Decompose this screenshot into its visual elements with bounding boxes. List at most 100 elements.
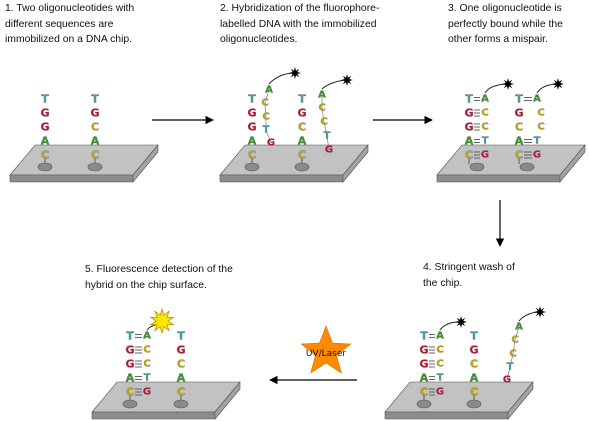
base-g: G (481, 150, 489, 161)
base-g: G (40, 121, 49, 134)
base-a: A (420, 372, 429, 385)
chip-side-edge (342, 144, 369, 183)
step-3-caption: 3. One oligonucleotide is perfectly boun… (448, 1, 563, 48)
backbone (514, 326, 520, 341)
base-c: C (537, 108, 544, 119)
chip-surface (436, 144, 586, 176)
base-t: T (507, 362, 514, 373)
fluorophore-linker (536, 83, 557, 94)
probe-spot (416, 399, 432, 409)
backbone (321, 107, 325, 123)
chip-front-edge (219, 174, 344, 183)
chip-front-edge (91, 411, 216, 420)
base-c: C (320, 117, 327, 128)
base-g: G (176, 344, 185, 357)
step-4-line-2: the chip. (423, 277, 463, 289)
backbone (323, 121, 328, 137)
base-a: A (436, 331, 444, 342)
step-3-line-1: 3. One oligonucleotide is (448, 3, 562, 14)
base-c: C (262, 112, 269, 123)
backbone (512, 339, 516, 355)
black-star-icon (289, 67, 301, 79)
base-t: T (470, 330, 478, 343)
base-t: T (177, 330, 185, 343)
base-c: C (177, 358, 185, 371)
fluorophore-linker (518, 311, 539, 322)
base-c: C (436, 345, 443, 356)
base-g: G (464, 121, 473, 134)
base-c: C (126, 386, 134, 399)
black-star-icon (534, 306, 546, 318)
base-g: G (419, 344, 428, 357)
step-1-line-2: different sequences are (5, 18, 114, 30)
base-c: C (41, 149, 49, 162)
base-t: T (482, 136, 489, 147)
probe-spot (87, 162, 103, 172)
chip-step-2 (219, 144, 369, 183)
base-t: T (420, 330, 428, 343)
backbone (264, 102, 267, 118)
probe-spot (173, 399, 189, 409)
base-c: C (509, 349, 516, 360)
chip-front-edge (436, 174, 561, 183)
base-t: T (91, 93, 99, 106)
step-2-line-3: oligonucleotides. (220, 34, 298, 46)
base-c: C (470, 386, 478, 399)
base-g: G (247, 121, 256, 134)
chip-side-edge (214, 381, 241, 420)
base-t: T (41, 93, 49, 106)
base-a: A (515, 135, 524, 148)
base-c: C (261, 98, 268, 109)
step-3-line-3: other forms a mispair. (448, 34, 548, 46)
base-a: A (248, 135, 257, 148)
black-star-icon (455, 316, 467, 328)
base-g: G (40, 107, 49, 120)
probe-spot (294, 162, 310, 172)
base-g: G (514, 107, 523, 120)
base-a: A (126, 372, 135, 385)
backbone (326, 135, 330, 151)
base-t: T (534, 136, 541, 147)
base-c: C (470, 358, 478, 371)
chip-side-edge (132, 144, 159, 183)
base-a: A (465, 135, 474, 148)
base-g: G (469, 344, 478, 357)
chip-surface (219, 144, 369, 176)
base-c: C (143, 359, 150, 370)
base-c: C (248, 149, 256, 162)
orange-star-icon (300, 325, 352, 374)
yellow-burst-icon (149, 307, 175, 335)
black-star-icon (552, 78, 564, 90)
probe-spot (466, 399, 482, 409)
base-c: C (436, 359, 443, 370)
step-2-caption: 2. Hybridization of the fluorophore- lab… (220, 1, 379, 48)
base-g: G (297, 107, 306, 120)
laser-label: UV/Laser (306, 349, 347, 359)
chip-front-edge (9, 174, 134, 183)
base-g: G (143, 387, 151, 398)
base-g: G (247, 107, 256, 120)
base-a: A (298, 135, 307, 148)
base-g: G (90, 107, 99, 120)
base-c: C (465, 149, 473, 162)
step-4-line-1: 4. Stringent wash of (423, 262, 515, 273)
base-t: T (298, 93, 306, 106)
chip-surface (9, 144, 159, 176)
base-c: C (91, 149, 99, 162)
fluorophore-linker (268, 72, 294, 85)
base-g: G (436, 387, 444, 398)
base-g: G (464, 107, 473, 120)
chip-step-4 (384, 381, 534, 420)
chip-front-edge (384, 411, 509, 420)
probe-spot (244, 162, 260, 172)
chip-step-1 (9, 144, 159, 183)
base-a: A (515, 322, 523, 333)
base-c: C (91, 121, 99, 134)
black-star-icon (502, 78, 514, 90)
base-a: A (41, 135, 50, 148)
step-4-caption: 4. Stringent wash of the chip. (423, 260, 515, 291)
base-t: T (437, 373, 444, 384)
base-a: A (143, 331, 151, 342)
